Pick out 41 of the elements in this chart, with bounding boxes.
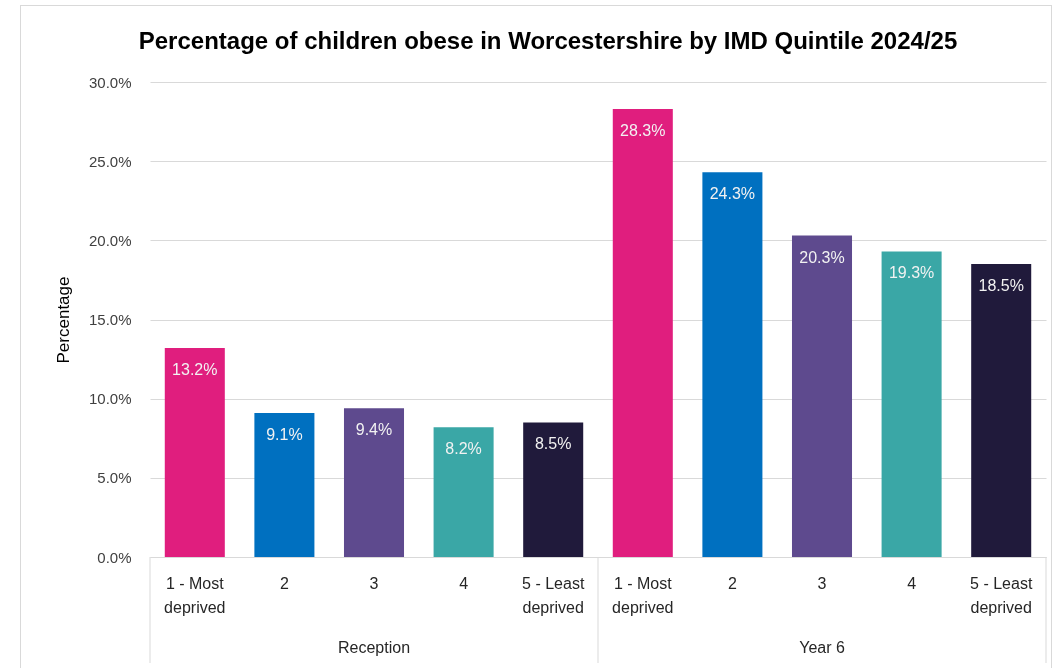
bar [343, 408, 405, 557]
data-label: 13.2% [172, 361, 218, 378]
bar [612, 108, 673, 557]
bar [881, 251, 942, 557]
x-tick-label: 2 [727, 574, 737, 592]
x-tick-label: 1 - Most deprived [612, 574, 674, 616]
x-tick-label: 5 - Least deprived [970, 574, 1033, 616]
data-label: 20.3% [799, 248, 845, 266]
data-label: 18.5% [978, 277, 1024, 295]
data-label: 24.3% [709, 185, 756, 203]
bar [523, 422, 584, 557]
bar [791, 235, 853, 557]
data-label: 8.5% [534, 435, 572, 453]
bar [254, 412, 315, 557]
data-label: 9.1% [266, 425, 303, 443]
y-tick-label: 15.0% [88, 311, 132, 328]
bar [164, 348, 225, 557]
x-tick-label: 3 [369, 574, 379, 592]
y-tick-label: 25.0% [88, 152, 132, 170]
x-tick-label: 4 [907, 574, 917, 592]
y-tick-label: 0.0% [97, 548, 132, 566]
x-tick-label: 4 [459, 574, 469, 592]
text: Year 6 [799, 639, 845, 656]
bar [433, 427, 494, 557]
x-tick-label: 5 - Least deprived [522, 574, 585, 616]
data-label: 8.2% [445, 440, 482, 458]
data-label: 9.4% [355, 421, 393, 439]
y-tick-label: 30.0% [88, 73, 132, 91]
text: Reception [337, 639, 411, 656]
data-label: 19.3% [888, 264, 935, 282]
y-axis-title: Percentage [53, 276, 73, 364]
y-tick-label: 10.0% [88, 390, 132, 408]
x-tick-label: 3 [817, 574, 827, 592]
y-tick-label: 5.0% [97, 469, 132, 487]
x-tick-label: 1 - Most deprived [164, 574, 226, 616]
bar [971, 264, 1032, 557]
bar [702, 172, 763, 557]
y-tick-label: 20.0% [88, 231, 132, 249]
data-label: 28.3% [620, 121, 666, 139]
chart-title: Percentage of children obese in Worcestershire by IMD Quintile 2024/25 [138, 27, 958, 54]
x-tick-label: 2 [279, 574, 289, 592]
